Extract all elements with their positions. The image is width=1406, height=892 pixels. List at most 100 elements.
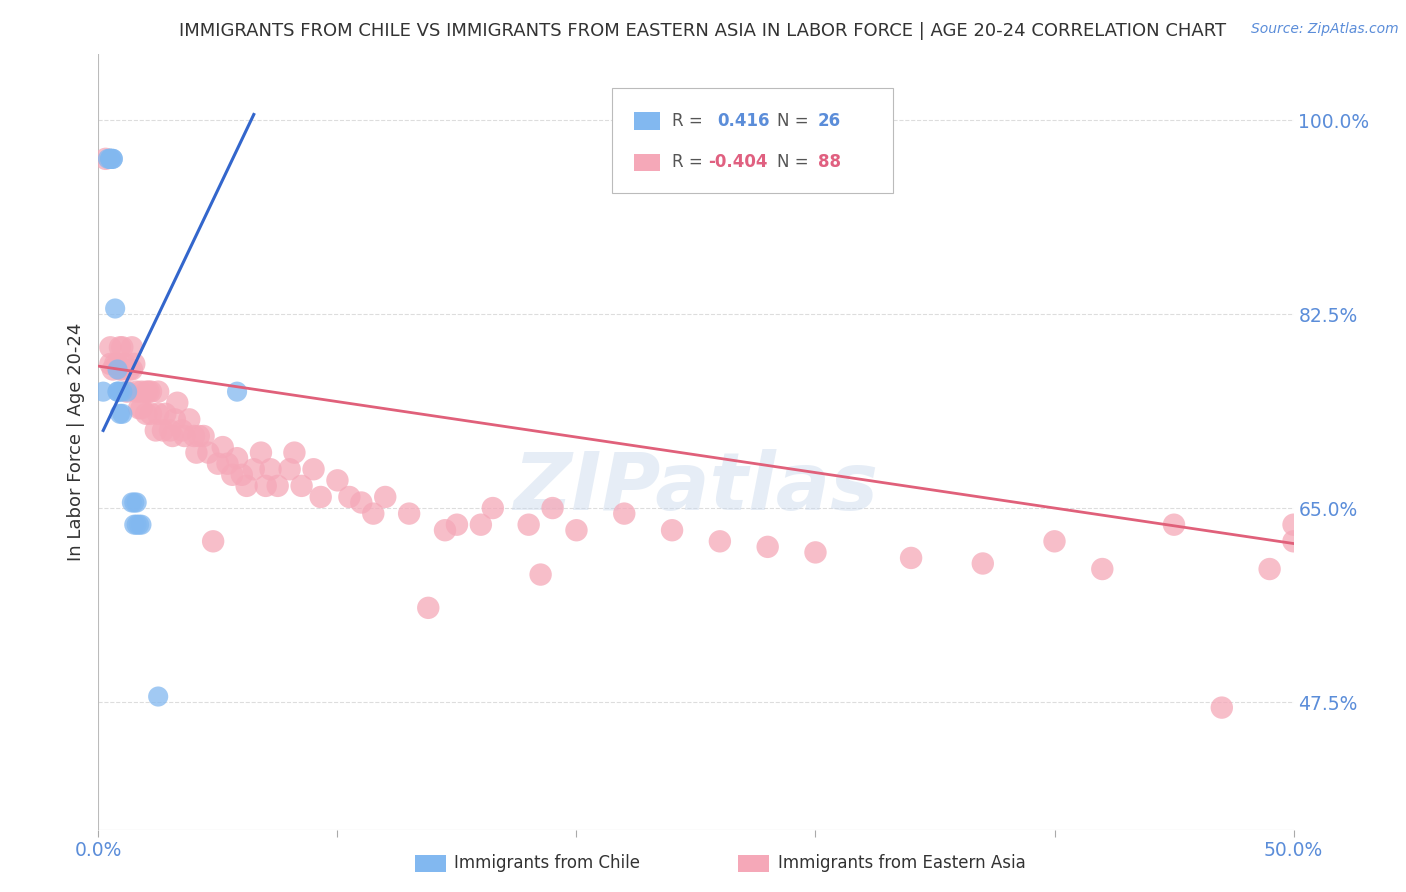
Point — [148, 384, 170, 399]
Text: IMMIGRANTS FROM CHILE VS IMMIGRANTS FROM EASTERN ASIA IN LABOR FORCE | AGE 20-24: IMMIGRANTS FROM CHILE VS IMMIGRANTS FROM… — [180, 22, 1226, 40]
Point — [250, 445, 273, 459]
Point — [139, 384, 162, 399]
Point — [709, 534, 731, 549]
Point — [94, 152, 117, 166]
Point — [135, 384, 157, 399]
Point — [187, 429, 209, 443]
Point — [107, 362, 129, 376]
Point — [350, 495, 373, 509]
Point — [114, 357, 136, 371]
Point — [108, 340, 131, 354]
Point — [221, 467, 243, 482]
Point — [193, 429, 215, 443]
Point — [278, 462, 301, 476]
Point — [217, 457, 239, 471]
Point — [131, 517, 153, 532]
Point — [172, 424, 194, 438]
Text: 88: 88 — [818, 153, 841, 171]
Point — [166, 396, 188, 410]
Point — [374, 490, 396, 504]
Point — [163, 412, 186, 426]
Point — [418, 600, 440, 615]
Point — [1282, 534, 1305, 549]
Point — [291, 479, 314, 493]
Point — [972, 557, 994, 571]
Text: Source: ZipAtlas.com: Source: ZipAtlas.com — [1251, 22, 1399, 37]
Point — [179, 412, 201, 426]
Point — [121, 340, 143, 354]
Point — [756, 540, 779, 554]
Point — [104, 357, 127, 371]
Point — [125, 384, 148, 399]
Point — [108, 362, 131, 376]
Point — [125, 495, 148, 509]
Point — [111, 384, 134, 399]
Bar — [634, 112, 661, 129]
Point — [363, 507, 385, 521]
Point — [804, 545, 827, 559]
Point — [530, 567, 553, 582]
Point — [900, 551, 922, 566]
Point — [1043, 534, 1066, 549]
Point — [661, 523, 683, 537]
Text: ZIPatlas: ZIPatlas — [513, 449, 879, 527]
Point — [207, 457, 229, 471]
Point — [107, 384, 129, 399]
Text: 26: 26 — [818, 112, 841, 130]
FancyBboxPatch shape — [613, 88, 893, 194]
Point — [309, 490, 332, 504]
Point — [235, 479, 257, 493]
Point — [108, 384, 131, 399]
Point — [398, 507, 420, 521]
Point — [115, 384, 138, 399]
Point — [98, 340, 122, 354]
Point — [152, 424, 174, 438]
Point — [91, 384, 114, 399]
Point — [470, 517, 492, 532]
Point — [124, 495, 146, 509]
Point — [121, 495, 143, 509]
Point — [211, 440, 233, 454]
Point — [138, 384, 160, 399]
Point — [259, 462, 281, 476]
Point — [98, 152, 122, 166]
Point — [128, 517, 150, 532]
Point — [1282, 517, 1305, 532]
Y-axis label: In Labor Force | Age 20-24: In Labor Force | Age 20-24 — [66, 322, 84, 561]
Point — [446, 517, 468, 532]
Point — [145, 424, 167, 438]
Point — [155, 407, 177, 421]
Point — [254, 479, 277, 493]
Point — [202, 534, 225, 549]
Point — [107, 384, 129, 399]
Point — [98, 357, 122, 371]
Text: Immigrants from Eastern Asia: Immigrants from Eastern Asia — [778, 855, 1025, 872]
Point — [121, 362, 143, 376]
Point — [517, 517, 540, 532]
Point — [98, 152, 122, 166]
Point — [541, 501, 564, 516]
Point — [98, 152, 122, 166]
Point — [339, 490, 361, 504]
Point — [159, 424, 181, 438]
Point — [1163, 517, 1185, 532]
Point — [565, 523, 588, 537]
Point — [131, 401, 153, 416]
Point — [162, 429, 184, 443]
Point — [101, 152, 124, 166]
Text: R =: R = — [672, 153, 709, 171]
Point — [183, 429, 205, 443]
Point — [1258, 562, 1281, 576]
Point — [97, 152, 120, 166]
Point — [104, 301, 127, 316]
Point — [186, 445, 208, 459]
Point — [125, 517, 148, 532]
Bar — [634, 153, 661, 170]
Point — [243, 462, 266, 476]
Point — [101, 362, 124, 376]
Point — [173, 429, 195, 443]
Point — [124, 517, 146, 532]
Point — [118, 362, 141, 376]
Point — [613, 507, 636, 521]
Point — [98, 152, 122, 166]
